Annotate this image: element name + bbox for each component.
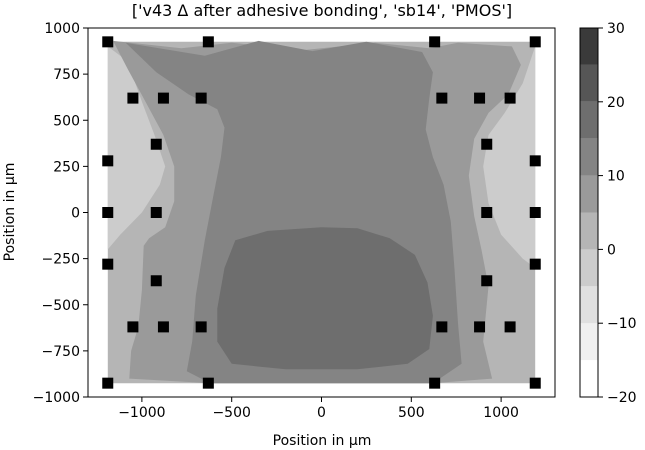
measurement-point xyxy=(429,36,441,48)
measurement-point xyxy=(504,92,516,104)
colorbar-segment xyxy=(580,101,598,139)
colorbar-segment xyxy=(580,249,598,287)
colorbar-tick-label: 0 xyxy=(607,242,616,258)
y-tick-label: 750 xyxy=(53,67,80,83)
measurement-point xyxy=(157,92,169,104)
x-tick-label: 0 xyxy=(317,405,326,421)
y-tick-label: −500 xyxy=(42,298,80,314)
colorbar-tick-label: 30 xyxy=(607,21,625,37)
measurement-point xyxy=(504,321,516,333)
x-tick-label: 500 xyxy=(398,405,425,421)
measurement-point xyxy=(529,258,541,270)
colorbar: −20 −10 0 10 20 30 xyxy=(579,21,637,406)
y-tick-label: 1000 xyxy=(44,21,80,37)
measurement-point xyxy=(481,138,493,150)
measurement-points xyxy=(102,36,541,389)
measurement-point xyxy=(195,321,207,333)
measurement-point xyxy=(102,155,114,167)
contour-right-light xyxy=(483,46,536,268)
measurement-point xyxy=(150,207,162,218)
x-tick-label: 1000 xyxy=(483,405,519,421)
measurement-point xyxy=(157,321,169,333)
measurement-point xyxy=(150,138,162,150)
measurement-point xyxy=(474,321,486,333)
colorbar-segment xyxy=(580,64,598,102)
x-tick-label: −1000 xyxy=(118,405,165,421)
y-axis-label: Position in µm xyxy=(2,163,18,262)
contour-band-inner xyxy=(217,227,433,370)
measurement-point xyxy=(481,275,493,287)
x-axis-label: Position in µm xyxy=(273,433,372,449)
colorbar-segment xyxy=(580,175,598,213)
measurement-point xyxy=(102,36,114,48)
y-tick-label: 500 xyxy=(53,113,80,129)
measurement-point xyxy=(127,321,139,333)
measurement-point xyxy=(436,92,448,104)
measurement-point xyxy=(195,92,207,104)
measurement-point xyxy=(127,92,139,104)
contour-left-light xyxy=(107,46,166,250)
colorbar-segment xyxy=(580,212,598,250)
colorbar-segment xyxy=(580,286,598,324)
measurement-point xyxy=(150,275,162,287)
plot-area xyxy=(87,27,556,398)
colorbar-segment xyxy=(580,323,598,361)
colorbar-segment xyxy=(580,138,598,176)
colorbar-tick-label: −10 xyxy=(607,316,637,332)
measurement-point xyxy=(102,207,114,218)
measurement-point xyxy=(102,258,114,270)
measurement-point xyxy=(529,207,541,218)
colorbar-segment xyxy=(580,28,598,65)
measurement-point xyxy=(202,36,214,48)
colorbar-frame xyxy=(579,27,599,398)
y-tick-label: 0 xyxy=(71,206,80,222)
measurement-point xyxy=(102,377,114,389)
measurement-point xyxy=(481,207,493,218)
measurement-point xyxy=(529,36,541,48)
measurement-point xyxy=(202,377,214,389)
y-axis: −1000 −750 −500 −250 0 250 500 750 1000 xyxy=(33,21,88,406)
measurement-point xyxy=(429,377,441,389)
x-axis: −1000 −500 0 500 1000 xyxy=(118,397,519,421)
chart-title: ['v43 Δ after adhesive bonding', 'sb14',… xyxy=(132,1,512,20)
x-tick-label: −500 xyxy=(212,405,250,421)
colorbar-tick-label: 10 xyxy=(607,169,625,185)
measurement-point xyxy=(474,92,486,104)
y-tick-label: −250 xyxy=(42,252,80,268)
y-tick-label: −750 xyxy=(42,344,80,360)
contour-fills xyxy=(107,40,536,384)
colorbar-tick-label: −20 xyxy=(607,390,637,406)
y-tick-label: 250 xyxy=(53,159,80,175)
y-tick-label: −1000 xyxy=(33,390,80,406)
measurement-point xyxy=(529,155,541,167)
colorbar-tick-label: 20 xyxy=(607,95,625,111)
colorbar-segment xyxy=(580,360,598,397)
measurement-point xyxy=(529,377,541,389)
measurement-point xyxy=(436,321,448,333)
